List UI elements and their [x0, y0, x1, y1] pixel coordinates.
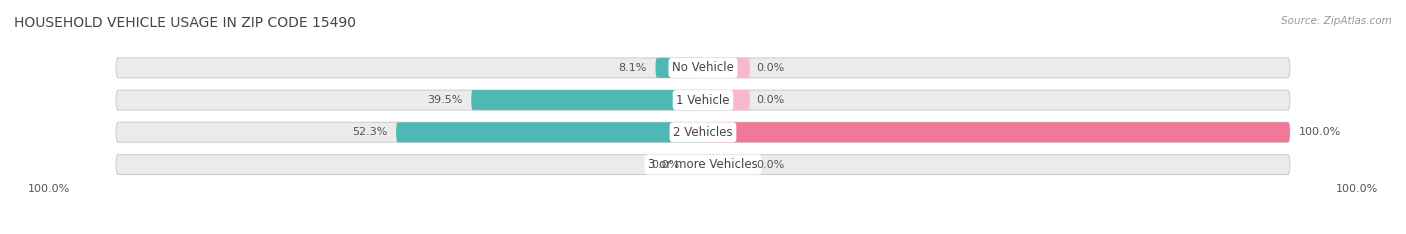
Text: 0.0%: 0.0%	[651, 160, 679, 169]
FancyBboxPatch shape	[471, 90, 703, 110]
FancyBboxPatch shape	[703, 122, 1289, 142]
FancyBboxPatch shape	[117, 154, 1289, 175]
FancyBboxPatch shape	[703, 154, 749, 175]
Text: 0.0%: 0.0%	[756, 160, 785, 169]
Text: 100.0%: 100.0%	[28, 184, 70, 194]
FancyBboxPatch shape	[703, 90, 749, 110]
Text: 3 or more Vehicles: 3 or more Vehicles	[648, 158, 758, 171]
Text: HOUSEHOLD VEHICLE USAGE IN ZIP CODE 15490: HOUSEHOLD VEHICLE USAGE IN ZIP CODE 1549…	[14, 16, 356, 30]
Text: 0.0%: 0.0%	[756, 63, 785, 73]
FancyBboxPatch shape	[117, 58, 1289, 78]
Text: 1 Vehicle: 1 Vehicle	[676, 94, 730, 107]
FancyBboxPatch shape	[703, 58, 749, 78]
FancyBboxPatch shape	[117, 122, 1289, 142]
FancyBboxPatch shape	[685, 154, 703, 175]
Text: 100.0%: 100.0%	[1336, 184, 1378, 194]
Text: 52.3%: 52.3%	[352, 127, 387, 137]
Text: Source: ZipAtlas.com: Source: ZipAtlas.com	[1281, 16, 1392, 26]
Text: 2 Vehicles: 2 Vehicles	[673, 126, 733, 139]
Text: 39.5%: 39.5%	[427, 95, 463, 105]
FancyBboxPatch shape	[117, 90, 1289, 110]
Text: 8.1%: 8.1%	[619, 63, 647, 73]
Text: 0.0%: 0.0%	[756, 95, 785, 105]
FancyBboxPatch shape	[396, 122, 703, 142]
FancyBboxPatch shape	[655, 58, 703, 78]
Text: 100.0%: 100.0%	[1299, 127, 1341, 137]
Text: No Vehicle: No Vehicle	[672, 61, 734, 74]
